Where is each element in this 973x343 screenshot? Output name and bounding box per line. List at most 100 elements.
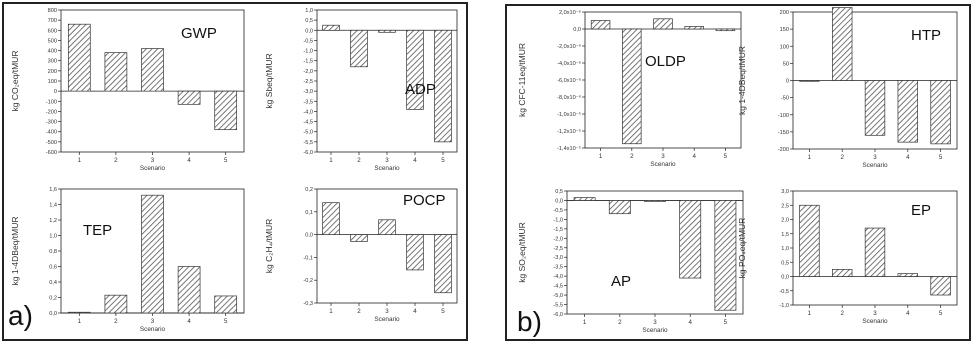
- gwp-ytick-label: 100: [48, 79, 57, 85]
- tep-bar-1: [67, 311, 91, 314]
- tep-bar-3: [141, 194, 164, 314]
- htp-ytick-label: 200: [780, 10, 789, 16]
- gwp-ytick-label: 200: [48, 69, 57, 75]
- ep-ylabel: kg PO₄eq/tMUR: [737, 218, 747, 279]
- htp-xlabel: Scenario: [862, 162, 888, 169]
- ep-ytick-label: -0,5: [779, 289, 789, 295]
- oldp-ytick-label: -1,2x10⁻⁵: [557, 128, 581, 135]
- ep-bar-5: [930, 276, 951, 296]
- tep-xtick-label: 4: [187, 318, 191, 325]
- ap-ytick-label: -4,5: [553, 284, 563, 290]
- gwp-xtick-label: 2: [114, 157, 118, 164]
- oldp-bar-5: [715, 28, 736, 32]
- htp-xtick-label: 4: [906, 154, 910, 161]
- oldp-xtick-label: 3: [661, 153, 665, 160]
- pocp-ytick-label: 0,1: [305, 210, 313, 216]
- ep-ytick-label: 0,5: [781, 260, 789, 266]
- ap-bar-2: [608, 200, 631, 215]
- tep-xtick-label: 1: [78, 318, 82, 325]
- ep-ytick-label: 1,0: [781, 246, 789, 252]
- oldp-chart: -1,4x10⁻⁵ -1,2x10⁻⁵ -1,0x10⁻⁵ -8,0x10⁻⁶ -6,0…: [517, 9, 742, 168]
- htp-ytick-label: -50: [781, 96, 789, 102]
- tep-xtick-label: 2: [114, 318, 118, 325]
- tep-title: TEP: [83, 222, 112, 239]
- htp-chart: -200 -150 -100 -50 0 50 100 150 200 1 2 3 4 5 Scenario…: [737, 7, 958, 169]
- ep-title: EP: [911, 202, 931, 219]
- ap-ytick-label: -1,0: [553, 217, 563, 223]
- panel-a-label: a): [8, 300, 33, 331]
- oldp-ytick-label: -4,0x10⁻⁶: [557, 60, 581, 67]
- adp-bar-2: [350, 29, 368, 68]
- oldp-xtick-label: 5: [724, 153, 728, 160]
- adp-ytick-label: -3,0: [303, 89, 313, 95]
- pocp-title: POCP: [403, 192, 446, 209]
- gwp-bar-2: [104, 52, 128, 92]
- panel-b: -1,4x10⁻⁵ -1,2x10⁻⁵ -1,0x10⁻⁵ -8,0x10⁻⁶ -6,0…: [505, 4, 971, 341]
- ap-ytick-label: -0,5: [553, 208, 563, 214]
- adp-bar-5: [434, 29, 452, 143]
- gwp-ytick-label: -100: [46, 99, 57, 105]
- ap-ytick-label: -1,5: [553, 227, 563, 233]
- gwp-ytick-label: -200: [46, 109, 57, 115]
- panel-a: -600 -500 -400 -300 -200 -100 0 100 200 300 400 500…: [2, 2, 468, 341]
- ap-ytick-label: -5,0: [553, 293, 563, 299]
- adp-ytick-label: -1,5: [303, 59, 313, 65]
- htp-bar-4: [897, 80, 918, 143]
- ep-ytick-label: 1,5: [781, 232, 789, 238]
- htp-bar-5: [930, 80, 951, 145]
- adp-xtick-label: 3: [385, 157, 389, 164]
- ap-xtick-label: 1: [583, 319, 587, 326]
- ep-xtick-label: 2: [840, 310, 844, 317]
- tep-ytick-label: 0,2: [49, 296, 57, 302]
- ep-ytick-label: 2,0: [781, 218, 789, 224]
- tep-ytick-label: 0,0: [49, 311, 57, 317]
- adp-bar-1: [322, 24, 340, 31]
- oldp-xlabel: Scenario: [650, 161, 676, 168]
- adp-xtick-label: 1: [329, 157, 333, 164]
- gwp-xtick-label: 4: [187, 157, 191, 164]
- adp-ytick-label: -1,0: [303, 49, 313, 55]
- pocp-ylabel: kg C₂H₄/tMUR: [264, 219, 274, 273]
- ap-ylabel: kg SO₂eq/tMUR: [517, 222, 527, 282]
- pocp-bar-2: [350, 234, 368, 242]
- ep-xtick-label: 1: [808, 310, 812, 317]
- oldp-bar-2: [622, 28, 642, 145]
- oldp-ytick-label: -8,0x10⁻⁶: [557, 94, 581, 101]
- ap-xtick-label: 4: [688, 319, 692, 326]
- gwp-ytick-label: -400: [46, 130, 57, 136]
- adp-ytick-label: 0,0: [305, 28, 313, 34]
- ap-ytick-label: -3,0: [553, 255, 563, 261]
- pocp-ytick-label: -0,2: [303, 278, 313, 284]
- tep-ytick-label: 1,6: [49, 187, 57, 193]
- pocp-xlabel: Scenario: [374, 316, 400, 323]
- ep-ytick-label: 0,0: [781, 275, 789, 281]
- gwp-xtick-label: 1: [78, 157, 82, 164]
- oldp-bar-3: [653, 18, 673, 30]
- adp-ytick-label: 0,5: [305, 18, 313, 24]
- ap-bar-4: [679, 200, 702, 279]
- gwp-xtick-label: 3: [151, 157, 155, 164]
- ap-bar-3: [644, 200, 666, 202]
- ap-xlabel: Scenario: [642, 327, 668, 334]
- gwp-bar-5: [214, 90, 238, 131]
- gwp-bar-1: [67, 23, 91, 92]
- pocp-bar-4: [406, 234, 424, 271]
- gwp-ytick-label: 800: [48, 8, 57, 14]
- adp-xtick-label: 2: [357, 157, 361, 164]
- ap-title: AP: [611, 273, 631, 290]
- adp-title: ADP: [405, 81, 436, 98]
- ap-ytick-label: -2,0: [553, 236, 563, 242]
- pocp-bar-5: [434, 234, 452, 294]
- pocp-xtick-label: 1: [329, 308, 333, 315]
- oldp-ytick-label: 2,0x10⁻⁶: [559, 9, 581, 16]
- tep-ytick-label: 0,6: [49, 265, 57, 271]
- oldp-bar-1: [590, 20, 611, 30]
- pocp-ytick-label: 0,0: [305, 233, 313, 239]
- htp-ytick-label: 0: [786, 79, 789, 85]
- pocp-chart: -0,3 -0,2 -0,1 0,0 0,1 0,2 1 2 3 4 5 Scenario kg C₂H…: [264, 187, 458, 323]
- gwp-ytick-label: 700: [48, 18, 57, 24]
- tep-bar-2: [104, 294, 128, 314]
- gwp-ytick-label: -600: [46, 150, 57, 156]
- ap-chart: -6,0 -5,5 -5,0 -4,5 -4,0 -3,5 -3,0 -2,5 -2,0 -1,5…: [517, 189, 744, 334]
- adp-ytick-label: -3,5: [303, 99, 313, 105]
